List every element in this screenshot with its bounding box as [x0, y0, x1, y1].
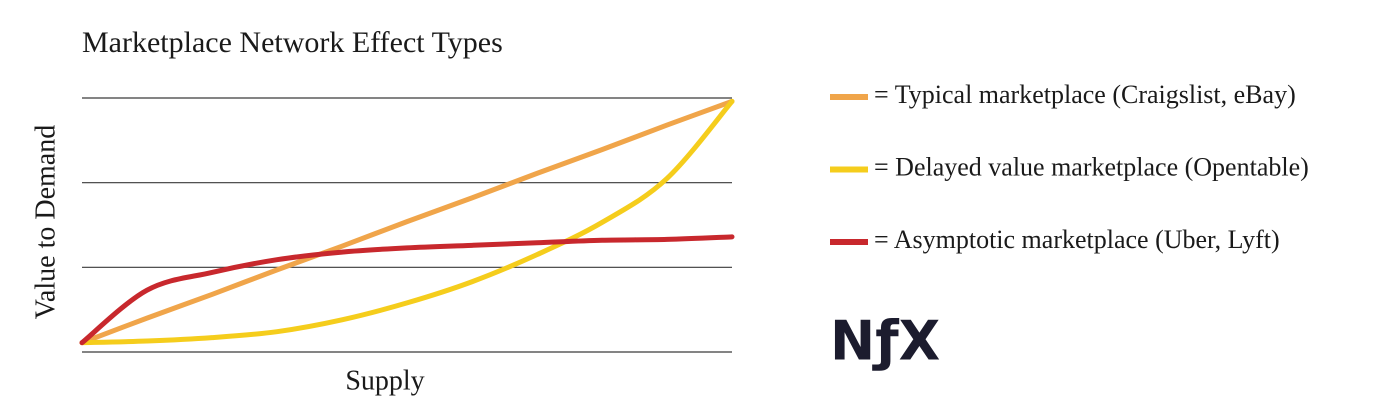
- series-line: [79, 98, 735, 346]
- legend-label: = Asymptotic marketplace (Uber, Lyft): [874, 225, 1280, 254]
- chart-title: Marketplace Network Effect Types: [82, 26, 503, 59]
- legend-label: = Delayed value marketplace (Opentable): [874, 152, 1309, 181]
- y-axis-label: Value to Demand: [30, 125, 61, 319]
- series-line: [79, 234, 735, 346]
- logo: NƒX: [830, 310, 940, 373]
- legend-label: = Typical marketplace (Craigslist, eBay): [874, 80, 1296, 109]
- x-axis-label: Supply: [345, 365, 424, 396]
- series-line: [79, 98, 735, 346]
